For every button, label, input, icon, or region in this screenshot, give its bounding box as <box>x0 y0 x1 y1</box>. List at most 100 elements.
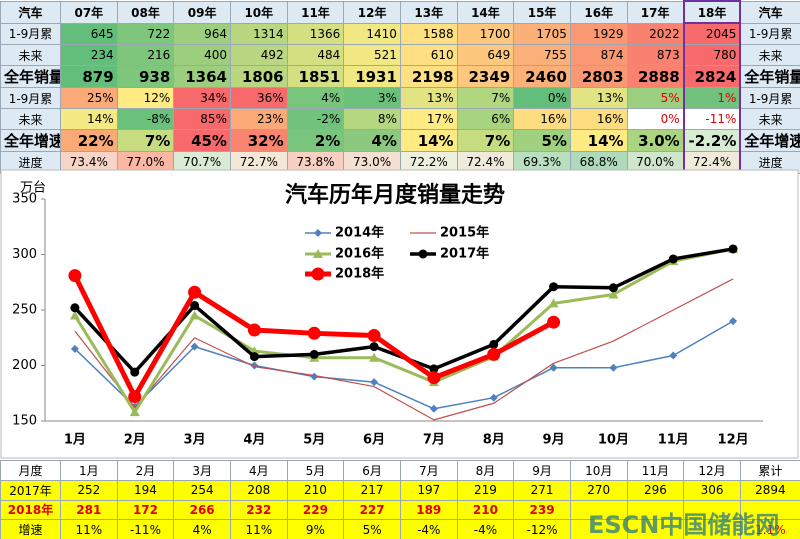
chart-frame <box>0 169 799 459</box>
cell: 1700 <box>456 22 515 45</box>
series-line <box>74 320 734 410</box>
cell: 521 <box>343 44 401 66</box>
cell: 13% <box>569 87 628 109</box>
cell: 5% <box>626 87 685 109</box>
header-cell: 10年 <box>229 0 288 24</box>
series-line <box>73 247 734 414</box>
row-label: 1-9月累 <box>739 22 800 45</box>
row-label: 全年销量 <box>739 65 800 88</box>
point <box>189 310 200 320</box>
cell: 7% <box>456 87 515 109</box>
point <box>429 404 438 413</box>
cell: 208 <box>229 479 288 501</box>
cell: 2045 <box>682 22 742 45</box>
cell: 69.3% <box>513 151 571 174</box>
cell: 85% <box>173 108 231 130</box>
row-label: 未来 <box>739 108 800 130</box>
row-label: 未来 <box>0 44 61 66</box>
cell: 4% <box>343 129 401 152</box>
cell: 254 <box>173 479 231 501</box>
cell: 77.0% <box>116 151 175 174</box>
header-cell: 17年 <box>626 0 685 24</box>
header-cell: 8月 <box>456 460 515 481</box>
x-tick-label: 4月 <box>243 433 265 448</box>
y-tick-label: 350 <box>12 192 37 207</box>
cell: 2022 <box>626 22 685 45</box>
table-row: 2017年 252 194 254 208 210 217 197 219 271 270 296 30… <box>0 479 800 501</box>
header-cell: 13年 <box>399 0 458 24</box>
x-tick-label: 2月 <box>124 433 146 448</box>
header-cell: 累计 <box>739 460 800 481</box>
cell: 266 <box>173 499 231 521</box>
header-cell: 汽车 <box>739 0 800 24</box>
header-cell: 1月 <box>60 460 118 481</box>
point <box>549 282 559 292</box>
point <box>309 349 319 359</box>
chart-title: 汽车历年月度销量走势 <box>285 182 505 208</box>
point <box>549 363 558 372</box>
header-cell: 4月 <box>229 460 288 481</box>
cell: 8% <box>343 108 401 130</box>
cell: 2349 <box>456 65 515 88</box>
cell: 2894 <box>739 479 800 501</box>
cell: 2% <box>286 129 345 152</box>
table-row: 未来 14% -8% 85% 23% -2% 8% 17% 6% 16% 16% 0% -11% 未来 <box>0 108 800 130</box>
cell: 17% <box>399 108 458 130</box>
x-tick-label: 8月 <box>483 433 505 448</box>
point <box>487 347 501 361</box>
cell: 938 <box>116 65 175 88</box>
y-tick-label: 200 <box>12 358 37 373</box>
legend-label: 2015年 <box>440 225 489 241</box>
cell: 227 <box>343 499 401 521</box>
series-line <box>74 278 734 421</box>
header-cell: 10月 <box>569 460 628 481</box>
table-row: 全年增速 22% 7% 45% 32% 2% 4% 14% 7% 5% 14% 3.0% -2.2% 全年… <box>0 129 800 152</box>
cell: 2198 <box>399 65 458 88</box>
row-label: 全年增速 <box>0 129 61 152</box>
x-tick-label: 5月 <box>303 433 325 448</box>
x-tick-label: 6月 <box>363 433 385 448</box>
point <box>489 339 499 349</box>
table-row: 进度 73.4% 77.0% 70.7% 72.7% 73.8% 73.0% 72.2% 72.… <box>0 151 800 174</box>
cell: 1314 <box>229 22 288 45</box>
cell: 210 <box>456 499 515 521</box>
cell: 1806 <box>229 65 288 88</box>
cell: 2888 <box>626 65 685 88</box>
cell: 194 <box>116 479 175 501</box>
row-label: 进度 <box>0 151 61 174</box>
row-label: 进度 <box>739 151 800 174</box>
row-label: 1-9月累 <box>739 87 800 109</box>
cell: 11% <box>229 519 288 539</box>
header-cell: 11月 <box>626 460 685 481</box>
row-label: 1-9月累 <box>0 22 61 45</box>
cell: 2460 <box>513 65 571 88</box>
cell: 210 <box>286 479 345 501</box>
cell: 252 <box>60 479 118 501</box>
header-cell: 5月 <box>286 460 345 481</box>
monthly-table: 月度 1月 2月 3月 4月 5月 6月 7月 8月 9月 10月 11月 12月 累计 2017年 252 1… <box>0 460 800 539</box>
header-cell: 7月 <box>399 460 458 481</box>
header-cell: 汽车 <box>0 0 61 24</box>
cell: 25% <box>60 87 118 109</box>
point <box>427 371 441 385</box>
cell: 73.0% <box>343 151 401 174</box>
cell: 1588 <box>399 22 458 45</box>
header-cell: 14年 <box>456 0 515 24</box>
point <box>367 329 381 343</box>
cell: 3.0% <box>626 129 685 152</box>
y-tick-label: 300 <box>12 247 37 262</box>
header-cell: 3月 <box>173 460 231 481</box>
x-tick-label: 7月 <box>423 433 445 448</box>
row-label: 2017年 <box>0 479 61 501</box>
row-label: 1-9月累 <box>0 87 61 109</box>
cell: 873 <box>626 44 685 66</box>
point <box>669 351 678 360</box>
legend-label: 2014年 <box>335 225 384 241</box>
cell: 1929 <box>569 22 628 45</box>
cell: 9% <box>286 519 345 539</box>
point <box>668 254 678 264</box>
cell: 234 <box>60 44 118 66</box>
header-cell: 15年 <box>513 0 571 24</box>
point <box>188 285 202 299</box>
